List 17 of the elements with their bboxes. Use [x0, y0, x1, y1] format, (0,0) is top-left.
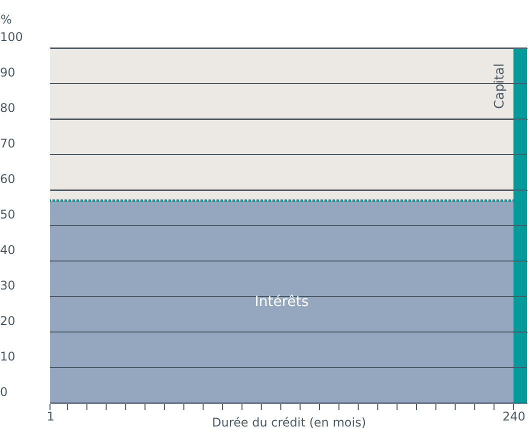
series-label: Intérêts — [254, 294, 309, 310]
y-tick-label: 80 — [0, 101, 16, 115]
y-tick-label: 20 — [0, 314, 16, 328]
x-axis-title: Durée du crédit (en mois) — [212, 416, 366, 430]
y-tick-label: 50 — [0, 208, 16, 222]
text: Capital — [492, 63, 508, 109]
y-tick-label: 90 — [0, 66, 16, 80]
y-tick-label: 70 — [0, 136, 16, 150]
y-tick-label: 30 — [0, 278, 16, 292]
y-axis-title: % — [0, 12, 12, 26]
x-tick-label: 1 — [46, 410, 54, 424]
y-tick-label: 100 — [0, 30, 23, 44]
y-tick-label: 10 — [0, 350, 16, 364]
y-tick-label: 60 — [0, 172, 16, 186]
y-tick-label: 40 — [0, 243, 16, 257]
y-tick-label: 0 — [0, 385, 8, 399]
x-tick-label: 240 — [502, 410, 526, 424]
